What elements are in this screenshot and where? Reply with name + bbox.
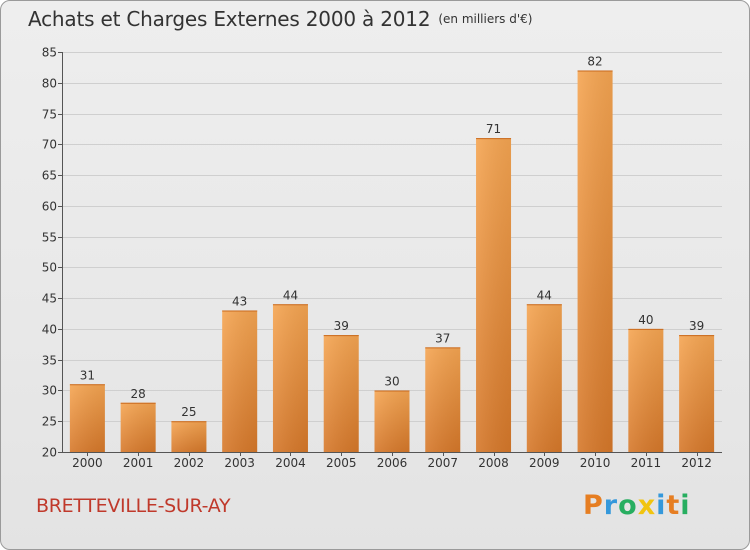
bars [69, 70, 715, 452]
y-tick-label: 25 [42, 415, 57, 429]
value-label: 39 [334, 319, 349, 333]
value-label: 43 [232, 294, 247, 308]
x-tick-label: 2005 [326, 456, 357, 470]
value-label: 71 [486, 122, 501, 136]
x-tick-label: 2000 [72, 456, 103, 470]
bar-shade [69, 384, 105, 452]
x-tick-label: 2006 [377, 456, 408, 470]
x-tick-label: 2007 [427, 456, 458, 470]
value-label: 82 [587, 54, 602, 68]
value-label: 37 [435, 331, 450, 345]
value-label: 28 [131, 387, 146, 401]
y-tick-label: 85 [42, 46, 57, 60]
value-label: 30 [384, 374, 399, 388]
bar-shade [628, 328, 664, 452]
y-tick-label: 30 [42, 384, 57, 398]
y-tick-label: 45 [42, 292, 57, 306]
y-tick-label: 65 [42, 169, 57, 183]
bar-shade [171, 421, 207, 452]
x-tick-label: 2001 [123, 456, 154, 470]
bar-shade [577, 70, 613, 452]
value-label: 40 [638, 313, 653, 327]
chart-title-main: Achats et Charges Externes 2000 à 2012 [28, 7, 431, 31]
bar-shade [323, 335, 359, 452]
value-label: 31 [80, 368, 95, 382]
x-tick-label: 2004 [275, 456, 306, 470]
y-tick-label: 55 [42, 231, 57, 245]
y-tick-label: 60 [42, 200, 57, 214]
commune-name: BRETTEVILLE-SUR-AY [36, 495, 231, 517]
x-tick-label: 2012 [681, 456, 712, 470]
bar-shade [526, 304, 562, 452]
y-tick-label: 50 [42, 261, 57, 275]
proxiti-logo: Proxiti [583, 490, 691, 521]
bar-shade [222, 310, 258, 452]
bar-shade [476, 138, 512, 452]
bar-shade [120, 402, 156, 452]
value-label: 44 [537, 288, 552, 302]
bar-shade [272, 304, 308, 452]
bar-shade [374, 390, 410, 452]
chart-title: Achats et Charges Externes 2000 à 2012 (e… [28, 7, 532, 31]
axes: 20 25 30 35 40 45 50 55 60 65 70 75 80 85 2000 2001 2002… [42, 46, 722, 470]
y-tick-label: 35 [42, 354, 57, 368]
y-tick-label: 80 [42, 77, 57, 91]
bar-shade [425, 347, 461, 452]
value-label: 44 [283, 288, 298, 302]
value-label: 39 [689, 319, 704, 333]
x-tick-label: 2008 [478, 456, 509, 470]
value-label: 25 [181, 405, 196, 419]
chart-title-unit: (en milliers d'€) [438, 12, 533, 26]
bar-shade [679, 335, 715, 452]
x-tick-label: 2003 [224, 456, 255, 470]
value-labels: 31 28 25 43 44 39 30 37 71 44 82 40 39 [80, 54, 705, 419]
y-tick-label: 20 [42, 446, 57, 460]
x-tick-label: 2009 [529, 456, 560, 470]
x-tick-label: 2011 [631, 456, 662, 470]
x-tick-label: 2010 [580, 456, 611, 470]
y-tick-label: 70 [42, 138, 57, 152]
x-tick-label: 2002 [174, 456, 205, 470]
y-tick-label: 75 [42, 108, 57, 122]
y-tick-label: 40 [42, 323, 57, 337]
